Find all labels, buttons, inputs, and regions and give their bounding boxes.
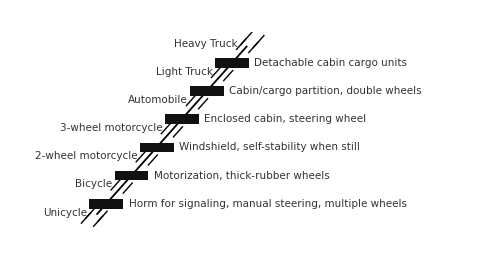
- Text: Automobile: Automobile: [128, 95, 188, 105]
- Bar: [115, 171, 148, 180]
- Bar: [89, 199, 123, 209]
- Text: Enclosed cabin, steering wheel: Enclosed cabin, steering wheel: [204, 114, 366, 124]
- Text: Windshield, self-stability when still: Windshield, self-stability when still: [179, 142, 360, 152]
- Text: 2-wheel motorcycle: 2-wheel motorcycle: [35, 151, 138, 161]
- Bar: [139, 143, 174, 152]
- Bar: [190, 86, 224, 96]
- Text: 3-wheel motorcycle: 3-wheel motorcycle: [60, 123, 162, 133]
- Bar: [215, 58, 249, 68]
- Text: Horm for signaling, manual steering, multiple wheels: Horm for signaling, manual steering, mul…: [129, 199, 407, 209]
- Text: Unicycle: Unicycle: [43, 208, 87, 218]
- Bar: [165, 114, 199, 124]
- Text: Detachable cabin cargo units: Detachable cabin cargo units: [255, 58, 407, 68]
- Text: Light Truck: Light Truck: [156, 67, 213, 77]
- Text: Cabin/cargo partition, double wheels: Cabin/cargo partition, double wheels: [229, 86, 422, 96]
- Text: Bicycle: Bicycle: [75, 180, 112, 190]
- Text: Motorization, thick-rubber wheels: Motorization, thick-rubber wheels: [154, 171, 330, 181]
- Text: Heavy Truck: Heavy Truck: [174, 39, 238, 49]
